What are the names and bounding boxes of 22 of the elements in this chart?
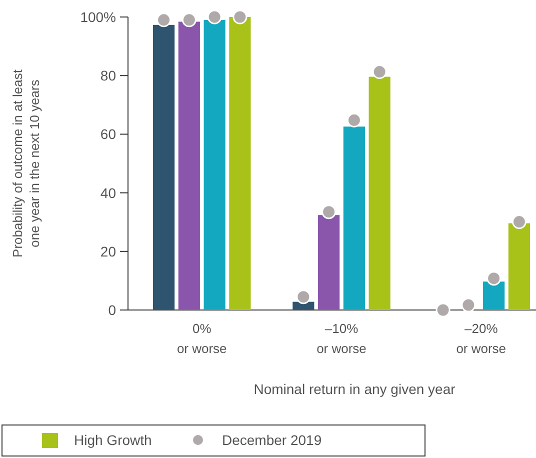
y-tick-label: 20 <box>100 243 116 260</box>
bar <box>153 24 175 310</box>
x-tick-label: 0% or worse <box>176 321 227 356</box>
bar <box>343 126 365 310</box>
y-tick-label: 100% <box>80 9 116 25</box>
x-tick-label: –10% or worse <box>316 321 366 356</box>
y-tick-label: 60 <box>100 126 116 142</box>
y-axis-title: Probability of outcome in at least one year in the next 10 years <box>10 69 42 258</box>
x-tick-label: –20% or worse <box>456 321 506 356</box>
bar <box>204 20 226 310</box>
bar <box>483 282 505 310</box>
bar <box>318 215 340 310</box>
bar <box>368 76 390 310</box>
legend-label: December 2019 <box>222 432 322 448</box>
bar <box>229 17 251 310</box>
y-tick-label: 40 <box>100 184 116 201</box>
y-tick-label: 80 <box>100 68 116 84</box>
y-tick-label: 0 <box>108 302 116 318</box>
legend-label: High Growth <box>74 432 152 448</box>
bar <box>508 223 530 310</box>
x-axis-title: Nominal return in any given year <box>254 381 456 397</box>
bar <box>178 22 200 310</box>
